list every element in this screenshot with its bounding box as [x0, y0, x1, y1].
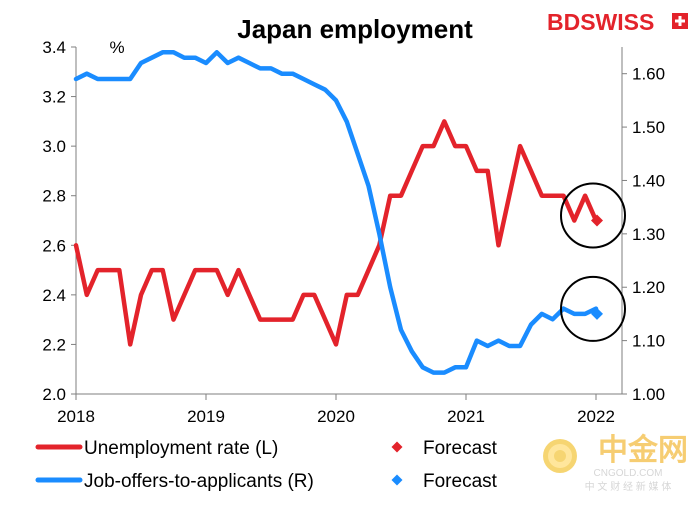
chart-title: Japan employment — [237, 14, 473, 44]
y-right-tick-label: 1.00 — [632, 385, 665, 404]
watermark-subtext: CNGOLD.COM — [594, 468, 663, 479]
y-right-tick-label: 1.10 — [632, 332, 665, 351]
watermark-text: 中金网 — [598, 433, 688, 467]
brand-logo-text: BDSWISS — [547, 9, 654, 35]
watermark-coin-icon — [543, 439, 577, 473]
series-line-1 — [73, 50, 599, 375]
y-right-tick-label: 1.50 — [632, 118, 665, 137]
legend-forecast-marker-0 — [391, 441, 403, 453]
legend-label-0: Unemployment rate (L) — [84, 438, 278, 459]
forecast-point-0 — [591, 214, 603, 227]
y-right-tick-label: 1.40 — [632, 171, 665, 190]
legend-label-1: Job-offers-to-applicants (R) — [84, 471, 314, 492]
brand-logo: BDSWISS — [547, 9, 688, 35]
legend-forecast-label-0: Forecast — [423, 438, 498, 459]
forecast-highlight-circle — [560, 182, 626, 249]
axes: 2.0 2.2 2.4 2.6 2.8 3.0 3.2 3.4 1.00 1.10 1.20 1.30… — [42, 38, 665, 426]
forecast-point-1 — [591, 307, 603, 320]
y-left-tick-label: 2.8 — [42, 187, 66, 206]
y-left-tick-label: 2.2 — [42, 335, 66, 354]
watermark: 中金网 CNGOLD.COM 中 文 财 经 新 媒 体 — [543, 433, 688, 493]
y-left-tick-label: 3.2 — [42, 88, 66, 107]
forecast-marks — [560, 182, 626, 342]
y-right-tick-label: 1.30 — [632, 225, 665, 244]
series-line-0 — [73, 119, 599, 347]
legend: Unemployment rate (L) Forecast Job-offers-… — [35, 438, 498, 492]
y-left-tick-label: 2.4 — [42, 286, 66, 305]
forecast-highlight-circle — [560, 275, 626, 342]
y-right-tick-label: 1.60 — [632, 65, 665, 84]
legend-forecast-marker-1 — [391, 474, 403, 486]
x-tick-label: 2021 — [447, 407, 485, 426]
x-tick-label: 2018 — [57, 407, 95, 426]
y-left-tick-label: 2.6 — [42, 236, 66, 255]
x-tick-label: 2020 — [317, 407, 355, 426]
y-right-tick-label: 1.20 — [632, 278, 665, 297]
y-left-tick-label: 3.4 — [42, 38, 66, 57]
series-layer — [73, 50, 599, 375]
y-left-tick-label: 2.0 — [42, 385, 66, 404]
watermark-subline: 中 文 财 经 新 媒 体 — [585, 480, 672, 493]
x-tick-label: 2019 — [187, 407, 225, 426]
legend-forecast-label-1: Forecast — [423, 471, 498, 492]
brand-logo-mark-icon — [672, 13, 688, 29]
x-tick-label: 2022 — [577, 407, 615, 426]
unit-label: % — [109, 38, 124, 57]
y-left-tick-label: 3.0 — [42, 137, 66, 156]
